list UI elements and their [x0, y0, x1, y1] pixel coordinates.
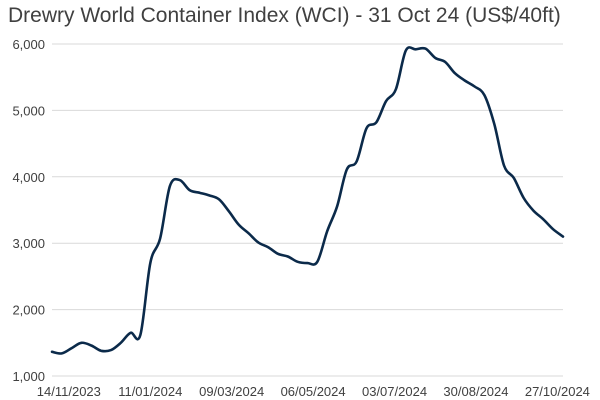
x-tick-label: 06/05/2024	[281, 384, 346, 399]
x-tick-label: 27/10/2024	[525, 384, 590, 399]
y-tick-label: 2,000	[12, 303, 45, 318]
series-layer	[50, 46, 565, 355]
y-tick-label: 5,000	[12, 103, 45, 118]
x-axis-tick-labels: 14/11/2023 11/01/2024 09/03/2024 06/05/2024…	[37, 384, 590, 399]
chart-title: Drewry World Container Index (WCI) - 31 …	[8, 4, 561, 27]
x-tick-label: 14/11/2023	[37, 384, 101, 399]
y-tick-label: 4,000	[12, 170, 45, 185]
y-tick-label: 1,000	[12, 369, 45, 384]
y-tick-label: 3,000	[12, 236, 45, 251]
x-tick-label: 09/03/2024	[199, 384, 264, 399]
gridlines	[52, 43, 563, 377]
x-tick-label: 11/01/2024	[118, 384, 182, 399]
x-tick-label: 30/08/2024	[443, 384, 508, 399]
y-axis-tick-labels: 1,000 2,000 3,000 4,000 5,000 6,000	[12, 37, 45, 384]
y-tick-label: 6,000	[12, 37, 45, 52]
series-line-wci	[50, 46, 565, 355]
x-tick-label: 03/07/2024	[362, 384, 427, 399]
